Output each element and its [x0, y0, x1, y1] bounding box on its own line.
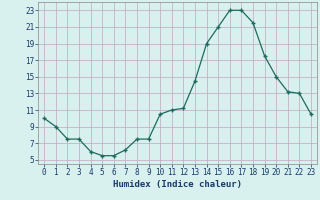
- X-axis label: Humidex (Indice chaleur): Humidex (Indice chaleur): [113, 180, 242, 189]
